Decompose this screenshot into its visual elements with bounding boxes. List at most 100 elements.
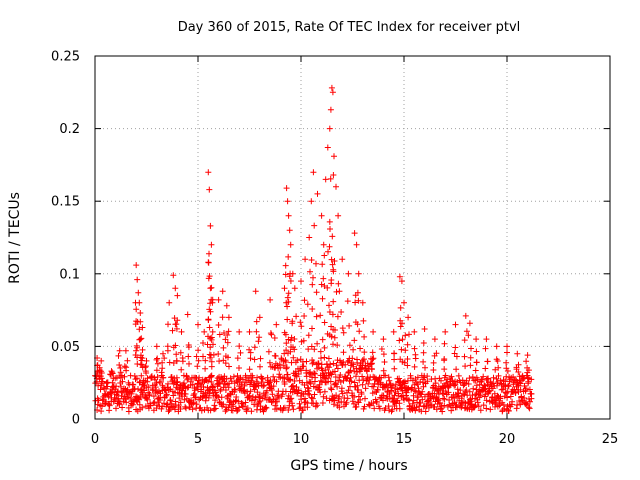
data-point [302,256,309,263]
data-point [505,383,512,390]
data-point [357,396,364,403]
data-point [289,270,296,277]
data-point [340,349,347,356]
data-point [313,260,319,267]
data-point [121,373,128,380]
data-point [309,306,316,312]
data-point [221,330,227,336]
data-point [438,377,444,384]
data-point [297,319,304,326]
data-point [494,392,501,399]
data-point [346,342,353,349]
data-point [285,407,292,413]
data-point [272,353,279,359]
data-point [255,338,262,345]
data-point [139,355,146,362]
data-point [369,356,376,363]
data-point [246,328,253,335]
data-point [355,297,362,304]
grid-lines [95,56,610,419]
data-point [315,364,322,371]
data-point [493,343,500,350]
data-point [404,362,411,369]
data-point [484,358,491,365]
data-point [337,372,344,378]
data-point [435,391,442,398]
data-point [222,387,229,393]
data-point [359,373,366,380]
data-point [272,364,279,371]
data-point [236,365,242,371]
data-point [477,392,484,399]
data-point [182,391,189,397]
data-point [380,351,387,358]
data-point [361,403,368,410]
data-point [127,394,134,401]
data-point [177,349,184,356]
data-point [327,226,333,232]
data-point [486,387,493,394]
data-point [419,396,426,403]
data-point [370,400,377,407]
data-point [345,387,352,394]
data-point [189,381,196,388]
data-point [225,354,231,361]
data-point [115,352,122,359]
data-point [441,396,448,403]
data-point [301,313,308,319]
data-point [398,346,405,353]
data-point [339,256,346,263]
data-point [401,299,407,306]
data-point [309,281,316,288]
y-axis-label: ROTI / TECUs [7,192,23,284]
data-point [154,355,161,362]
data-point [328,84,335,91]
data-point [177,399,184,406]
data-point [172,321,179,328]
data-point [240,403,247,410]
data-point [308,198,315,205]
data-point [283,347,290,354]
data-point [184,311,191,318]
data-point [525,404,532,411]
data-point [331,258,338,264]
data-point [515,361,522,368]
data-point [106,402,113,409]
data-point [99,397,106,404]
data-point [467,354,474,361]
data-point [470,385,477,392]
data-point [125,408,132,415]
data-point [324,284,331,291]
data-point [248,408,255,415]
data-point [422,364,428,371]
data-point [185,342,192,348]
data-point [354,321,361,328]
data-point [248,377,255,384]
data-point [304,301,311,308]
data-point [503,390,510,397]
data-point [137,310,144,316]
data-point [270,373,277,380]
data-point [321,252,328,259]
data-point [133,306,140,313]
data-point [244,405,251,412]
data-point [204,341,211,348]
data-point [411,345,418,352]
data-point [477,407,484,414]
data-point [311,346,318,353]
data-point [441,402,448,409]
data-point [461,353,468,360]
data-point [369,349,376,356]
data-point [399,336,406,343]
data-point [370,383,377,390]
data-point [219,288,226,295]
data-point [370,328,377,335]
data-point [251,356,258,363]
data-point [421,326,428,332]
data-point [358,391,365,397]
data-point [224,332,231,338]
data-point [192,394,199,401]
data-point [260,408,267,415]
data-point [411,387,418,394]
data-point [305,346,312,353]
